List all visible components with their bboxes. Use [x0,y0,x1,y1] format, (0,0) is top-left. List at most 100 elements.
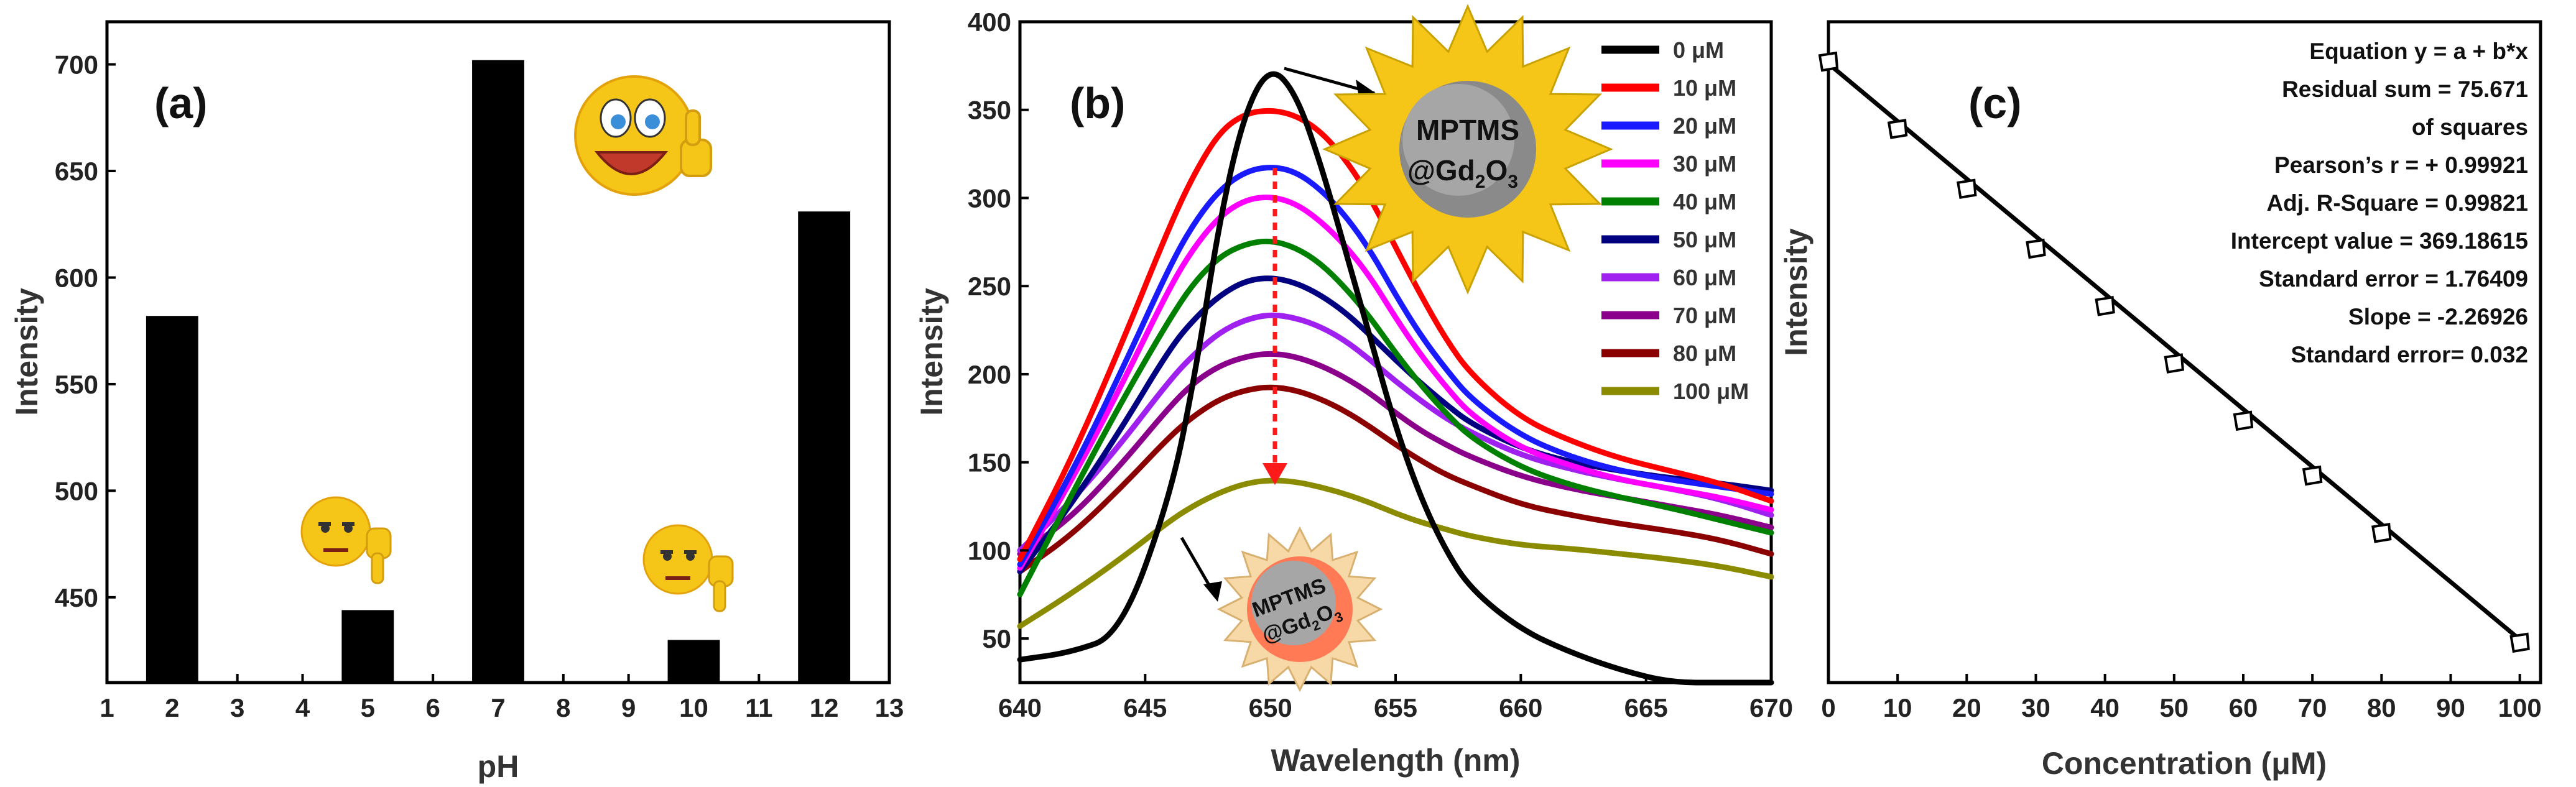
panel-a-ylabel: Intensity [9,288,44,416]
bar-ph-2 [146,316,198,683]
y-tick-label: 450 [55,583,98,612]
fit-stat-line: Residual sum = 75.671 [2282,76,2528,102]
x-tick-label: 10 [1883,693,1912,722]
x-tick-label: 655 [1374,693,1417,722]
fit-stat-line: Adj. R-Square = 0.99821 [2266,190,2528,216]
y-tick-label: 400 [968,7,1011,37]
x-tick-label: 11 [745,693,772,722]
happy-thumbs-up-emoji-icon [574,75,712,196]
series-line-20-μM [1017,165,1774,568]
panel-a-xlabel: pH [478,749,519,784]
y-tick-label: 200 [968,360,1011,389]
panel-c-label: (c) [1968,79,2022,127]
o-label-large: O [1485,154,1508,186]
data-point [2509,632,2530,653]
y-tick-label: 300 [968,183,1011,213]
panel-b: 640 645 650 655 660 665 6705010015020025030035… [914,4,1793,778]
x-tick-label: 5 [361,693,375,722]
x-tick-label: 9 [621,693,636,722]
sub-2-label-large: 2 [1475,172,1486,192]
legend-label: 30 μM [1673,151,1736,177]
fit-stat-line: Slope = -2.26926 [2348,304,2528,329]
x-tick-label: 60 [2229,693,2258,722]
series-line-0-μM [1017,71,1774,686]
x-tick-label: 0 [1821,693,1835,722]
x-tick-label: 6 [425,693,440,722]
legend-label: 10 μM [1673,75,1736,101]
series-line-80-μM [1017,384,1774,574]
gd-label-large: @Gd [1407,154,1475,186]
fit-stat-line: of squares [2412,114,2528,140]
x-tick-label: 80 [2367,693,2396,722]
y-tick-label: 100 [968,536,1011,565]
y-tick-label: 50 [982,624,1011,653]
quench-arrow-head [1263,463,1287,485]
y-tick-label: 250 [968,272,1011,301]
x-tick-label: 660 [1499,693,1542,722]
y-tick-label: 500 [55,476,98,505]
series-line-50-μM [1017,275,1774,574]
x-tick-label: 645 [1123,693,1167,722]
bar-ph-7 [472,60,524,683]
data-point [1957,178,1977,200]
data-point [2233,410,2254,431]
data-point [1818,51,1839,72]
data-point [2164,353,2184,374]
legend-label: 50 μM [1673,227,1736,252]
x-tick-label: 30 [2021,693,2050,722]
fit-stat-line: Intercept value = 369.18615 [2231,228,2528,254]
fit-line [1827,62,2521,642]
bottom-annotation-arrow-head [1203,581,1222,602]
y-tick-label: 350 [968,96,1011,125]
panel-b-label: (b) [1070,79,1125,127]
fit-stat-line: Standard error = 1.76409 [2259,266,2528,292]
legend-label: 20 μM [1673,113,1736,139]
series-line-40-μM [1017,238,1774,597]
x-tick-label: 640 [998,693,1042,722]
data-point [2371,523,2392,543]
panel-c: 0 10 20 30 40 50 60 70 80 90 100 Equation y = a + … [1779,20,2542,781]
panel-c-ylabel: Intensity [1779,228,1814,356]
x-tick-label: 10 [679,693,708,722]
x-tick-label: 40 [2090,693,2120,722]
x-tick-label: 13 [875,693,904,722]
y-tick-label: 550 [55,370,98,399]
x-tick-label: 2 [165,693,179,722]
fit-stat-line: Pearson’s r = + 0.99921 [2274,152,2528,178]
mptms-label-large: MPTMS [1416,114,1519,146]
mptms-sunburst-small: MPTMS @Gd2O3 [1216,526,1383,693]
x-tick-label: 650 [1249,693,1292,722]
x-tick-label: 670 [1749,693,1793,722]
bar-ph-12 [798,211,851,683]
x-tick-label: 4 [295,693,310,722]
data-point [2026,238,2046,259]
mptms-sunburst-large: MPTMS @Gd2O3 [1322,4,1613,295]
x-tick-label: 70 [2298,693,2327,722]
x-tick-label: 90 [2436,693,2465,722]
x-tick-label: 8 [556,693,570,722]
legend-label: 0 μM [1673,37,1724,63]
bar-ph-5 [341,610,394,683]
panel-b-ylabel: Intensity [914,288,949,416]
panel-c-frame [1827,20,2542,684]
x-tick-label: 50 [2159,693,2189,722]
legend-label: 70 μM [1673,303,1736,328]
x-tick-label: 100 [2498,693,2542,722]
x-tick-label: 7 [491,693,505,722]
fit-stat-line: Standard error= 0.032 [2291,342,2529,367]
data-point [1887,119,1908,139]
sad-thumbs-down-emoji-icon [642,524,734,612]
x-tick-label: 12 [810,693,839,722]
series-line-100-μM [1017,477,1774,629]
gd2o3-label-large: @Gd2O3 [1407,154,1518,192]
x-tick-label: 665 [1624,693,1668,722]
panel-c-xlabel: Concentration (μM) [2042,746,2327,781]
sub-3-label-large: 3 [1508,172,1518,192]
x-tick-label: 20 [1952,693,1981,722]
fit-stat-line: Equation y = a + b*x [2309,39,2528,64]
x-tick-label: 1 [100,693,114,722]
panel-a-label: (a) [154,79,208,127]
x-tick-label: 3 [230,693,244,722]
